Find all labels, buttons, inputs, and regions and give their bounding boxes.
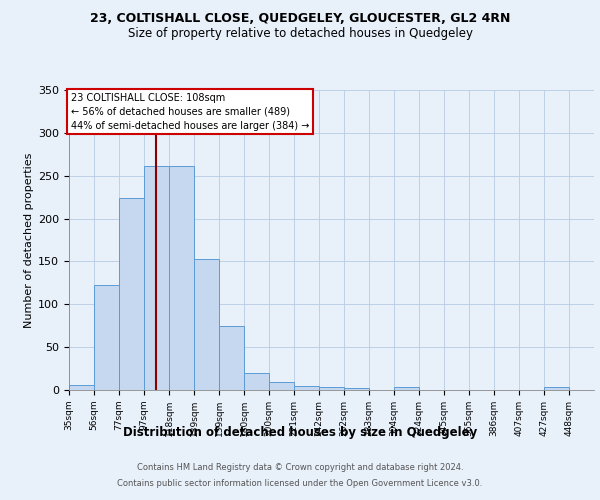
Text: Contains HM Land Registry data © Crown copyright and database right 2024.: Contains HM Land Registry data © Crown c… — [137, 464, 463, 472]
Bar — [144, 166, 169, 390]
Bar — [69, 385, 94, 390]
Bar — [319, 386, 344, 390]
Bar — [194, 259, 219, 390]
Text: 23, COLTISHALL CLOSE, QUEDGELEY, GLOUCESTER, GL2 4RN: 23, COLTISHALL CLOSE, QUEDGELEY, GLOUCES… — [90, 12, 510, 26]
Bar — [344, 388, 369, 390]
Bar — [244, 373, 269, 390]
Bar — [169, 166, 194, 390]
Bar — [119, 198, 144, 390]
Y-axis label: Number of detached properties: Number of detached properties — [24, 152, 34, 328]
Text: 23 COLTISHALL CLOSE: 108sqm
← 56% of detached houses are smaller (489)
44% of se: 23 COLTISHALL CLOSE: 108sqm ← 56% of det… — [71, 92, 309, 130]
Bar — [219, 326, 244, 390]
Text: Size of property relative to detached houses in Quedgeley: Size of property relative to detached ho… — [128, 28, 473, 40]
Bar — [294, 386, 319, 390]
Bar — [394, 386, 419, 390]
Text: Contains public sector information licensed under the Open Government Licence v3: Contains public sector information licen… — [118, 478, 482, 488]
Bar — [94, 284, 119, 390]
Bar — [544, 388, 569, 390]
Bar — [269, 382, 294, 390]
Text: Distribution of detached houses by size in Quedgeley: Distribution of detached houses by size … — [123, 426, 477, 439]
